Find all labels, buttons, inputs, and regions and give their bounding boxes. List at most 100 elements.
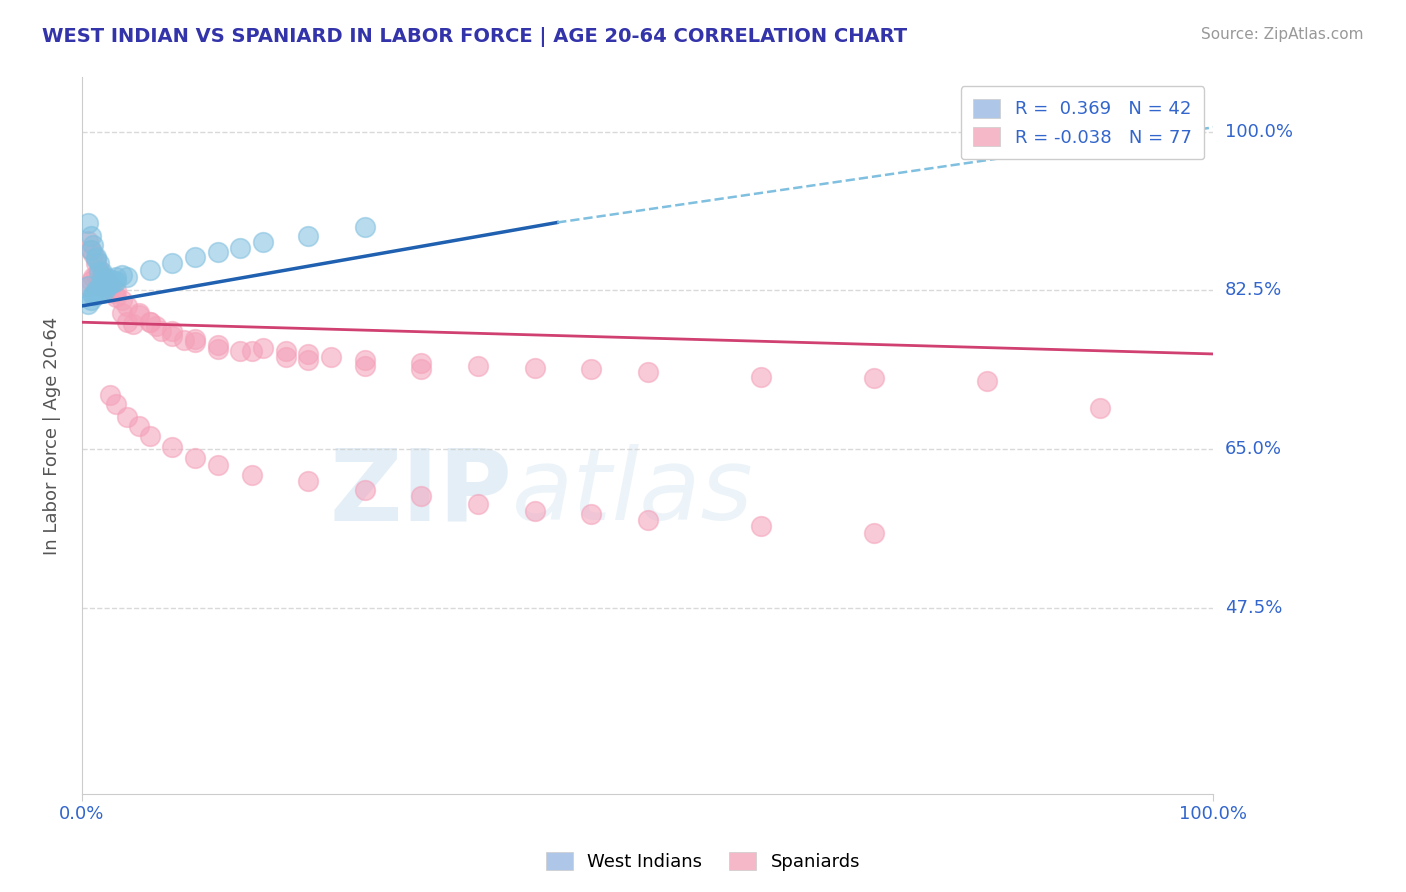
Point [96, 275, 118, 289]
Text: 47.5%: 47.5% [1225, 599, 1282, 616]
Point [523, 504, 546, 518]
Point [84, 252, 107, 266]
Point [579, 508, 602, 522]
Point [76, 215, 98, 229]
Point [411, 356, 433, 370]
Point [103, 286, 125, 301]
Point [207, 244, 229, 259]
Point [91, 277, 114, 292]
Text: atlas: atlas [512, 444, 754, 541]
Point [103, 276, 125, 290]
Point [93, 277, 115, 292]
Point [128, 306, 150, 320]
Point [122, 317, 145, 331]
Point [579, 362, 602, 376]
Point [173, 334, 195, 348]
Text: 65.0%: 65.0% [1225, 440, 1282, 458]
Point [76, 279, 98, 293]
Point [87, 286, 110, 301]
Point [104, 397, 127, 411]
Text: Source: ZipAtlas.com: Source: ZipAtlas.com [1201, 27, 1364, 42]
Point [863, 371, 886, 385]
Point [84, 256, 107, 270]
Point [93, 271, 115, 285]
Point [91, 265, 114, 279]
Point [82, 238, 104, 252]
Point [411, 362, 433, 376]
Point [96, 275, 118, 289]
Point [184, 451, 207, 466]
Point [139, 428, 162, 442]
Point [98, 271, 121, 285]
Point [80, 293, 103, 307]
Point [411, 489, 433, 503]
Point [87, 265, 110, 279]
Point [162, 441, 184, 455]
Point [240, 467, 263, 482]
Point [523, 360, 546, 375]
Point [749, 519, 772, 533]
Point [91, 271, 114, 285]
Point [104, 275, 127, 289]
Point [80, 243, 103, 257]
Legend: R =  0.369   N = 42, R = -0.038   N = 77: R = 0.369 N = 42, R = -0.038 N = 77 [960, 87, 1205, 160]
Point [80, 275, 103, 289]
Point [139, 262, 162, 277]
Point [252, 341, 274, 355]
Text: WEST INDIAN VS SPANIARD IN LABOR FORCE | AGE 20-64 CORRELATION CHART: WEST INDIAN VS SPANIARD IN LABOR FORCE |… [42, 27, 907, 46]
Point [98, 277, 121, 292]
Point [110, 268, 132, 282]
Point [82, 269, 104, 284]
Point [82, 288, 104, 302]
Point [150, 324, 173, 338]
Point [87, 271, 110, 285]
Point [637, 365, 659, 379]
Legend: West Indians, Spaniards: West Indians, Spaniards [538, 845, 868, 879]
Point [84, 284, 107, 298]
Point [637, 513, 659, 527]
Point [297, 229, 319, 244]
Point [98, 277, 121, 292]
Point [184, 335, 207, 350]
Point [207, 338, 229, 352]
Point [104, 269, 127, 284]
Point [145, 318, 167, 333]
Point [91, 286, 114, 301]
Point [91, 279, 114, 293]
Point [184, 332, 207, 346]
Point [162, 328, 184, 343]
Point [104, 284, 127, 298]
Point [863, 525, 886, 540]
Point [274, 344, 297, 359]
Point [115, 410, 138, 425]
Point [84, 268, 107, 282]
Point [93, 269, 115, 284]
Point [240, 344, 263, 359]
Point [87, 262, 110, 277]
Point [76, 234, 98, 248]
Point [84, 288, 107, 302]
Point [207, 343, 229, 357]
Point [104, 290, 127, 304]
Point [162, 256, 184, 270]
Point [467, 497, 489, 511]
Point [139, 315, 162, 329]
Point [128, 419, 150, 434]
Point [297, 353, 319, 368]
Point [98, 281, 121, 295]
Point [467, 359, 489, 373]
Point [976, 374, 998, 388]
Text: 82.5%: 82.5% [1225, 282, 1282, 300]
Point [93, 284, 115, 298]
Point [229, 344, 252, 359]
Point [297, 474, 319, 488]
Point [87, 281, 110, 295]
Point [98, 388, 121, 402]
Point [76, 279, 98, 293]
Point [93, 275, 115, 289]
Point [749, 369, 772, 384]
Point [139, 315, 162, 329]
Point [82, 288, 104, 302]
Point [84, 250, 107, 264]
Point [353, 483, 375, 497]
